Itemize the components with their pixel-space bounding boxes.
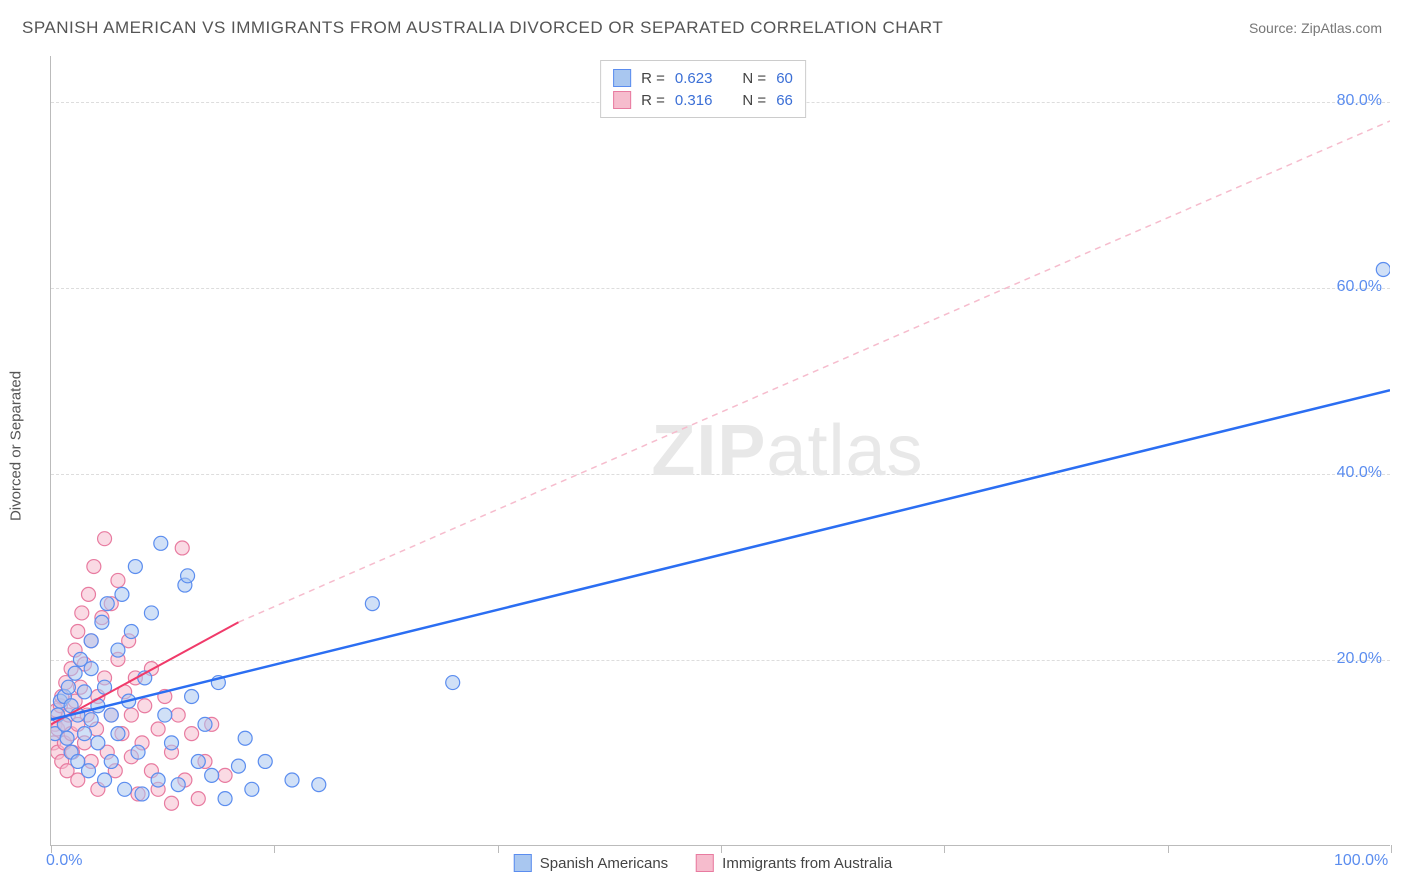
scatter-point xyxy=(1376,263,1390,277)
scatter-point xyxy=(118,782,132,796)
scatter-point xyxy=(198,717,212,731)
scatter-point xyxy=(111,643,125,657)
n-label: N = xyxy=(742,92,766,109)
scatter-point xyxy=(98,773,112,787)
scatter-point xyxy=(60,731,74,745)
scatter-point xyxy=(98,532,112,546)
scatter-point xyxy=(205,768,219,782)
legend-stat-row: R = 0.623 N = 60 xyxy=(613,67,793,89)
scatter-point xyxy=(104,708,118,722)
trend-australia-dashed xyxy=(238,121,1390,622)
scatter-point xyxy=(124,708,138,722)
legend-swatch xyxy=(514,854,532,872)
scatter-point xyxy=(95,615,109,629)
scatter-point xyxy=(61,680,75,694)
x-tick-label: 0.0% xyxy=(46,852,82,870)
scatter-point xyxy=(154,536,168,550)
chart-title: SPANISH AMERICAN VS IMMIGRANTS FROM AUST… xyxy=(22,18,943,38)
scatter-point xyxy=(100,597,114,611)
x-tick xyxy=(944,845,945,853)
scatter-point xyxy=(77,727,91,741)
scatter-point xyxy=(191,754,205,768)
scatter-point xyxy=(84,713,98,727)
legend-swatch xyxy=(613,91,631,109)
x-tick-label: 100.0% xyxy=(1334,852,1388,870)
scatter-point xyxy=(245,782,259,796)
legend-stats: R = 0.623 N = 60 R = 0.316 N = 66 xyxy=(600,60,806,118)
scatter-point xyxy=(151,773,165,787)
scatter-point xyxy=(151,722,165,736)
scatter-point xyxy=(115,587,129,601)
scatter-point xyxy=(258,754,272,768)
scatter-point xyxy=(175,541,189,555)
scatter-point xyxy=(135,787,149,801)
r-label: R = xyxy=(641,70,665,87)
scatter-point xyxy=(131,745,145,759)
legend-label: Immigrants from Australia xyxy=(722,855,892,872)
scatter-point xyxy=(138,699,152,713)
scatter-point xyxy=(87,560,101,574)
scatter-point xyxy=(231,759,245,773)
scatter-point xyxy=(68,666,82,680)
scatter-point xyxy=(158,708,172,722)
x-tick xyxy=(721,845,722,853)
x-tick xyxy=(498,845,499,853)
scatter-point xyxy=(238,731,252,745)
scatter-point xyxy=(71,625,85,639)
scatter-point xyxy=(365,597,379,611)
trend-spanish xyxy=(51,390,1390,720)
legend-item: Immigrants from Australia xyxy=(696,854,892,872)
legend-stat-row: R = 0.316 N = 66 xyxy=(613,89,793,111)
scatter-point xyxy=(111,573,125,587)
scatter-point xyxy=(191,792,205,806)
scatter-point xyxy=(165,796,179,810)
legend-swatch xyxy=(696,854,714,872)
scatter-point xyxy=(77,685,91,699)
scatter-point xyxy=(104,754,118,768)
scatter-point xyxy=(128,560,142,574)
scatter-point xyxy=(185,689,199,703)
scatter-point xyxy=(111,727,125,741)
scatter-point xyxy=(171,708,185,722)
scatter-point xyxy=(171,778,185,792)
scatter-point xyxy=(218,768,232,782)
scatter-point xyxy=(185,727,199,741)
n-value: 66 xyxy=(776,92,793,109)
legend-series: Spanish Americans Immigrants from Austral… xyxy=(514,854,892,872)
scatter-point xyxy=(81,764,95,778)
plot-area: ZIPatlas xyxy=(50,56,1390,846)
legend-label: Spanish Americans xyxy=(540,855,668,872)
r-label: R = xyxy=(641,92,665,109)
scatter-point xyxy=(124,625,138,639)
scatter-point xyxy=(91,736,105,750)
legend-swatch xyxy=(613,69,631,87)
legend-item: Spanish Americans xyxy=(514,854,668,872)
x-tick xyxy=(1168,845,1169,853)
x-tick xyxy=(274,845,275,853)
source-label: Source: ZipAtlas.com xyxy=(1249,20,1382,36)
scatter-point xyxy=(446,676,460,690)
n-value: 60 xyxy=(776,70,793,87)
scatter-point xyxy=(81,587,95,601)
x-tick xyxy=(1391,845,1392,853)
r-value: 0.316 xyxy=(675,92,713,109)
r-value: 0.623 xyxy=(675,70,713,87)
scatter-point xyxy=(84,662,98,676)
scatter-point xyxy=(84,634,98,648)
n-label: N = xyxy=(742,70,766,87)
scatter-svg xyxy=(51,56,1390,845)
scatter-point xyxy=(75,606,89,620)
scatter-point xyxy=(144,606,158,620)
scatter-point xyxy=(285,773,299,787)
y-axis-label: Divorced or Separated xyxy=(8,371,25,521)
series-spanish xyxy=(51,263,1390,806)
scatter-point xyxy=(165,736,179,750)
scatter-point xyxy=(181,569,195,583)
scatter-point xyxy=(218,792,232,806)
scatter-point xyxy=(312,778,326,792)
